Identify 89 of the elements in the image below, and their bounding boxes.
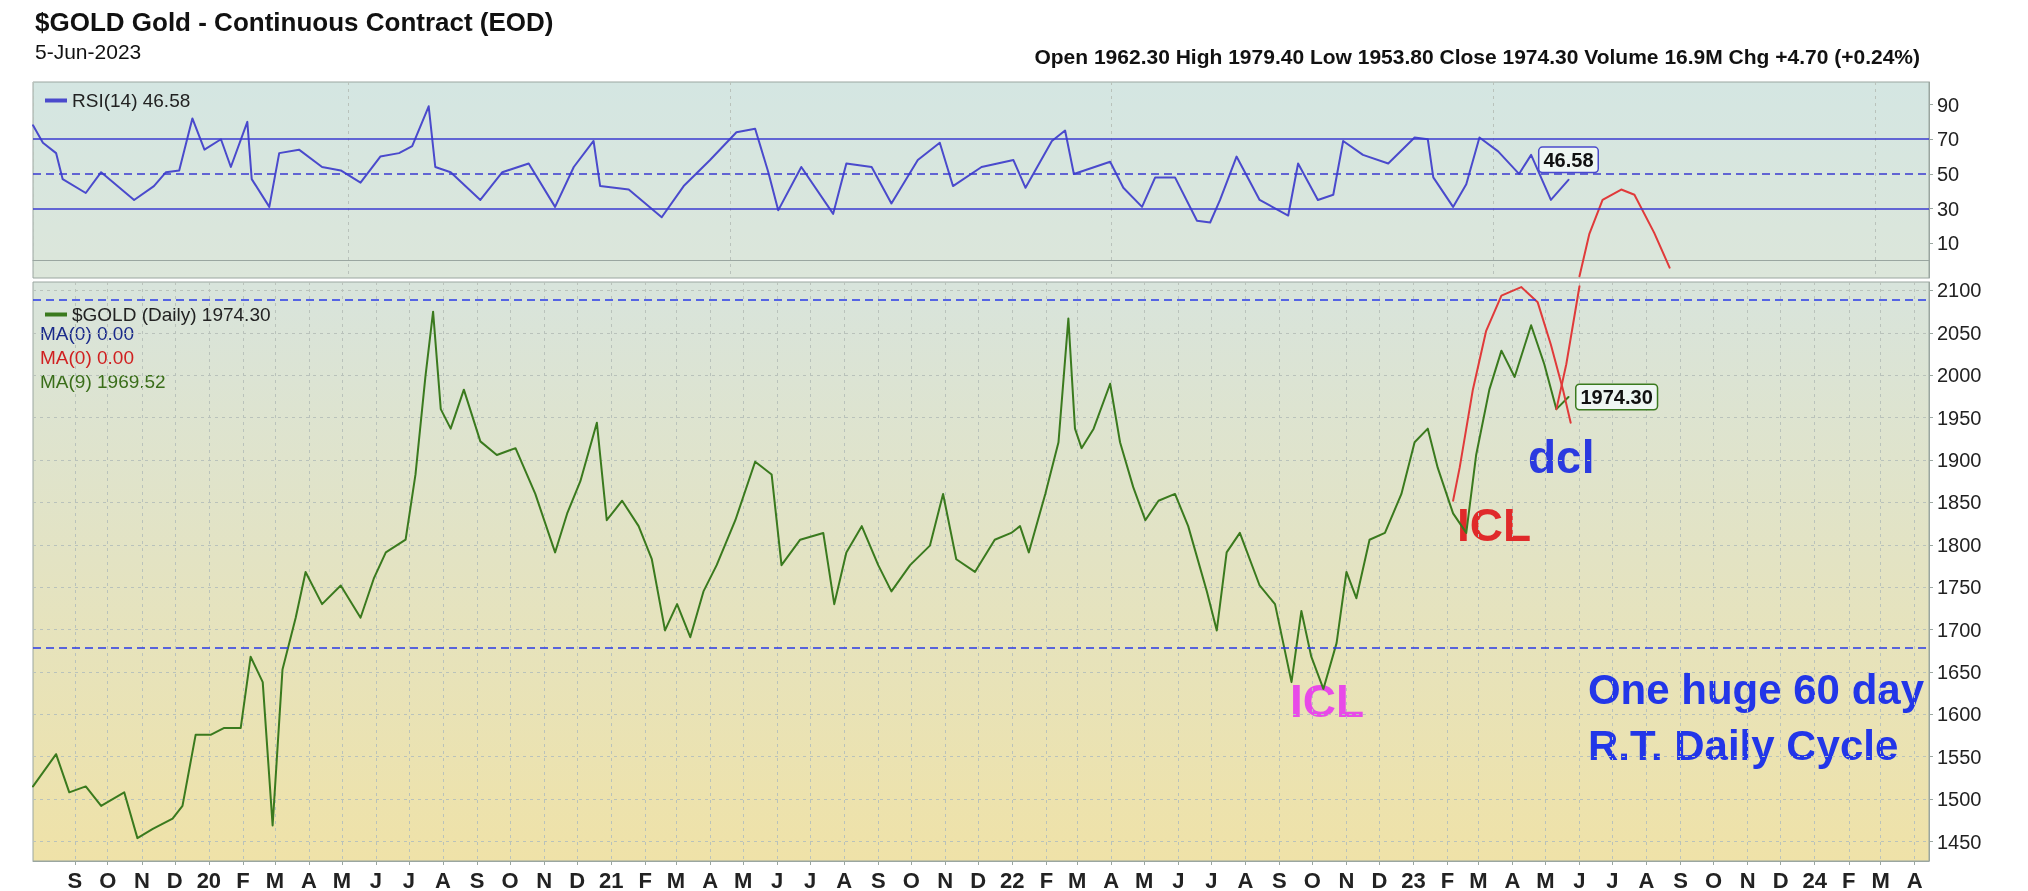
- x-tick-label: N: [536, 867, 553, 891]
- y-tick-label: 1500: [1937, 788, 1982, 811]
- x-tick-label: J: [1205, 867, 1218, 891]
- legend-label: RSI(14) 46.58: [72, 90, 191, 111]
- x-tick-label: M: [1469, 867, 1488, 891]
- x-tick-label: M: [332, 867, 352, 891]
- y-tick-label: 1900: [1937, 449, 1982, 472]
- x-tick-label: M: [1536, 867, 1555, 891]
- x-tick-label: D: [569, 867, 586, 891]
- x-tick-label: M: [733, 867, 753, 891]
- x-tick-label: D: [1772, 867, 1789, 891]
- y-tick-label: 70: [1937, 128, 1960, 151]
- x-tick-label: M: [1068, 867, 1087, 891]
- x-tick-label: A: [1103, 867, 1120, 891]
- x-tick-label: M: [1871, 867, 1890, 891]
- x-tick-label: A: [1906, 867, 1923, 891]
- x-tick-label: J: [1573, 867, 1586, 891]
- x-tick-label: N: [1739, 867, 1756, 891]
- y-tick-label: 2050: [1937, 321, 1982, 344]
- x-tick-label: 24: [1802, 867, 1828, 891]
- x-tick-label: O: [902, 867, 920, 891]
- x-tick-label: A: [1638, 867, 1655, 891]
- annotation: ICL: [1457, 499, 1532, 551]
- y-tick-label: 50: [1937, 162, 1960, 185]
- x-tick-label: 22: [1000, 867, 1025, 891]
- x-tick-label: J: [369, 867, 383, 891]
- y-tick-label: 90: [1937, 93, 1960, 116]
- y-tick-label: 1750: [1937, 576, 1982, 599]
- x-tick-label: O: [1303, 867, 1321, 891]
- x-tick-label: O: [99, 867, 117, 891]
- x-tick-label: N: [133, 867, 150, 891]
- x-tick-label: A: [836, 867, 853, 891]
- x-tick-label: S: [1673, 867, 1688, 891]
- x-tick-label: D: [166, 867, 183, 891]
- y-tick-label: 1800: [1937, 533, 1982, 556]
- x-tick-label: O: [1705, 867, 1723, 891]
- x-tick-label: A: [300, 867, 317, 891]
- x-tick-label: 20: [196, 867, 222, 891]
- x-tick-label: J: [1606, 867, 1619, 891]
- x-tick-label: M: [666, 867, 686, 891]
- y-tick-label: 1550: [1937, 745, 1982, 768]
- data-label: 1974.30: [1580, 386, 1653, 409]
- x-tick-label: 23: [1401, 867, 1426, 891]
- x-tick-label: A: [435, 867, 452, 891]
- x-tick-label: F: [236, 867, 250, 891]
- x-tick-label: O: [501, 867, 519, 891]
- y-tick-label: 30: [1937, 197, 1960, 220]
- y-tick-label: 1850: [1937, 491, 1982, 514]
- legend-label: $GOLD (Daily) 1974.30: [72, 304, 271, 325]
- x-tick-label: M: [265, 867, 284, 891]
- y-tick-label: 1950: [1937, 406, 1982, 429]
- annotation: One huge 60 day R.T. Daily Cycle: [1587, 665, 1925, 769]
- x-tick-label: S: [469, 867, 485, 891]
- x-tick-label: M: [1135, 867, 1154, 891]
- annotation: ICL: [1290, 675, 1365, 727]
- x-tick-label: N: [1338, 867, 1355, 891]
- y-tick-label: 1700: [1937, 618, 1982, 641]
- y-tick-label: 1450: [1937, 830, 1982, 853]
- x-tick-label: A: [1504, 867, 1521, 891]
- y-tick-label: 2000: [1937, 364, 1982, 387]
- x-tick-label: 21: [598, 867, 624, 891]
- x-tick-label: D: [1371, 867, 1388, 891]
- y-tick-label: 1650: [1937, 660, 1982, 683]
- y-tick-label: 1600: [1937, 703, 1982, 726]
- x-tick-label: A: [1237, 867, 1254, 891]
- x-tick-label: S: [870, 867, 886, 891]
- x-tick-label: J: [402, 867, 416, 891]
- chart-subtitle: 5-Jun-2023: [35, 40, 142, 63]
- x-tick-label: N: [937, 867, 954, 891]
- x-tick-label: F: [638, 867, 652, 891]
- x-tick-label: J: [803, 867, 817, 891]
- x-tick-label: F: [1440, 867, 1455, 891]
- text: Open 1962.30 High 1979.40 Low 1953.80 Close 1974.30 Volume 16.9M Chg +4.70 (+0.24%): [1034, 45, 1920, 68]
- x-tick-label: A: [702, 867, 719, 891]
- y-tick-label: 2100: [1937, 279, 1982, 302]
- y-tick-label: 10: [1937, 232, 1960, 255]
- data-label: 46.58: [1543, 148, 1594, 171]
- x-tick-label: S: [67, 867, 83, 891]
- x-tick-label: J: [1172, 867, 1185, 891]
- annotation: MA(0) 0.00: [40, 347, 134, 368]
- line-series: [1578, 188, 1671, 278]
- x-tick-label: F: [1039, 867, 1054, 891]
- chart-title: $GOLD Gold - Continuous Contract (EOD): [35, 7, 554, 37]
- x-tick-label: S: [1272, 867, 1287, 891]
- x-tick-label: D: [970, 867, 987, 891]
- annotation: MA(0) 0.00: [40, 323, 134, 344]
- annotation: dcl: [1528, 431, 1595, 483]
- x-tick-label: J: [770, 867, 784, 891]
- x-tick-label: F: [1842, 867, 1856, 891]
